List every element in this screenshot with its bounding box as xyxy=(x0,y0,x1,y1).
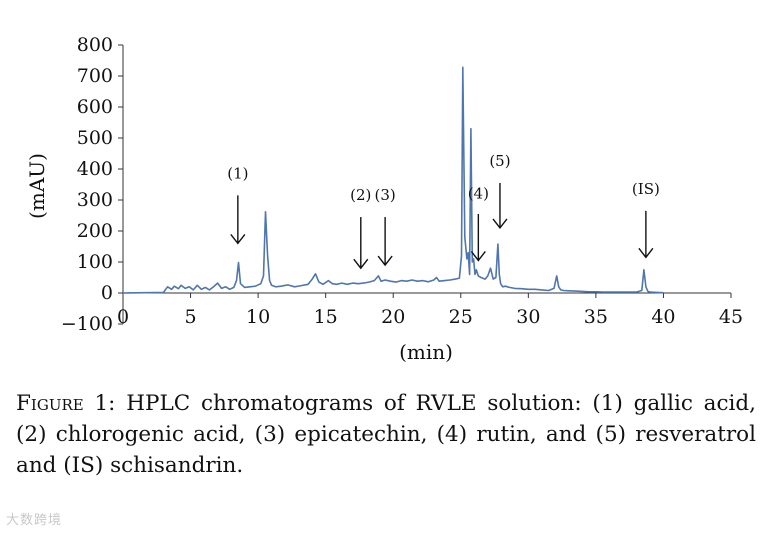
peak-arrow-head xyxy=(470,251,486,262)
y-tick-label: 800 xyxy=(77,34,113,56)
x-tick-label: 0 xyxy=(117,306,129,328)
y-tick-label: 300 xyxy=(77,189,113,211)
y-axis-label: (mAU) xyxy=(25,153,49,219)
peak-annotation: (5) xyxy=(489,152,511,230)
peak-annotation: (3) xyxy=(374,186,396,267)
watermark: 大数跨境 xyxy=(6,509,62,528)
y-tick-label: 500 xyxy=(77,127,113,149)
peak-label: (5) xyxy=(489,152,510,170)
x-axis-label: (min) xyxy=(399,340,453,364)
x-tick-label: 30 xyxy=(516,306,540,328)
chromatogram-trace xyxy=(122,66,664,294)
peak-label: (IS) xyxy=(632,180,660,198)
y-tick-label: 400 xyxy=(77,158,113,180)
x-tick-label: 25 xyxy=(449,306,473,328)
watermark-text: 大数跨境 xyxy=(6,513,63,528)
x-tick-label: 35 xyxy=(584,306,608,328)
y-tick-label: −100 xyxy=(61,313,113,335)
peak-arrow-head xyxy=(353,258,369,270)
peak-arrow-head xyxy=(638,247,654,259)
x-tick-label: 40 xyxy=(651,306,675,328)
x-tick-label: 5 xyxy=(185,306,197,328)
y-tick-label: 200 xyxy=(77,220,113,242)
peak-label: (4) xyxy=(468,184,489,202)
y-tick-label: 600 xyxy=(77,96,113,118)
peak-annotation: (IS) xyxy=(632,180,660,259)
peak-arrow-head xyxy=(377,255,393,267)
peak-annotations: (1) (2) (3) (4)(5) (IS) xyxy=(227,152,660,270)
x-tick-label: 20 xyxy=(381,306,405,328)
peak-annotation: (2) xyxy=(350,186,371,270)
x-tick-label: 15 xyxy=(314,306,338,328)
figure-label: Figure 1: xyxy=(16,391,116,416)
peak-label: (2) xyxy=(350,186,371,204)
peak-label: (1) xyxy=(227,164,248,182)
y-tick-label: 700 xyxy=(77,65,113,87)
y-tick-label: 0 xyxy=(101,282,113,304)
peak-arrow-head xyxy=(230,233,246,245)
peak-arrow-head xyxy=(492,218,508,230)
peak-label: (3) xyxy=(374,186,395,204)
y-tick-label: 100 xyxy=(77,251,113,273)
series-layer xyxy=(122,66,664,294)
x-tick-label: 45 xyxy=(719,306,743,328)
figure-caption: Figure 1: HPLC chromatograms of RVLE sol… xyxy=(16,388,756,481)
caption-text: HPLC chromatograms of RVLE solution: (1)… xyxy=(16,391,756,478)
x-tick-label: 10 xyxy=(246,306,270,328)
peak-annotation: (4) xyxy=(468,184,489,262)
peak-annotation: (1) xyxy=(227,164,248,245)
